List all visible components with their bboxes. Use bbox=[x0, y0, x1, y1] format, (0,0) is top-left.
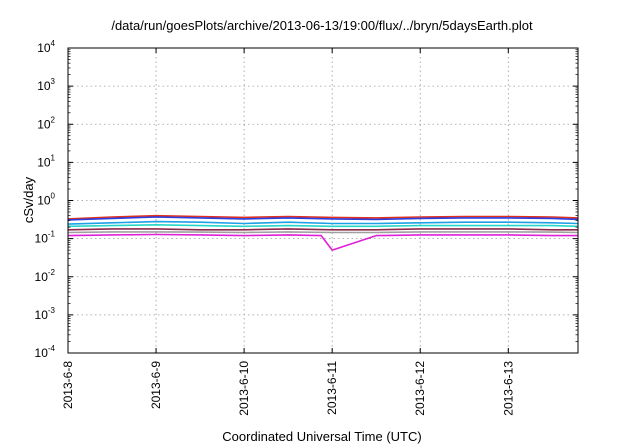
series-line-6 bbox=[67, 231, 579, 234]
y-tick-label: 10-2 bbox=[35, 268, 56, 284]
x-tick-label: 2013-6-10 bbox=[237, 361, 251, 416]
chart-title: /data/run/goesPlots/archive/2013-06-13/1… bbox=[111, 18, 533, 33]
x-axis-label: Coordinated Universal Time (UTC) bbox=[222, 429, 421, 444]
y-tick-label: 103 bbox=[37, 77, 55, 93]
series-line-3 bbox=[67, 220, 579, 225]
x-tick-label: 2013-6-12 bbox=[413, 361, 427, 416]
y-tick-label: 10-1 bbox=[35, 230, 56, 246]
y-tick-label: 100 bbox=[37, 192, 55, 208]
x-tick-label: 2013-6-11 bbox=[325, 361, 339, 415]
series-line-7 bbox=[67, 233, 578, 251]
series-line-2 bbox=[67, 216, 579, 221]
grid-lines bbox=[68, 48, 578, 353]
x-tick-label: 2013-6-9 bbox=[149, 361, 163, 409]
y-tick-label: 10-4 bbox=[35, 344, 56, 360]
y-tick-label: 102 bbox=[37, 115, 55, 131]
y-axis: 10-4 10-3 10-2 10-1 100 101 102 103 104 bbox=[35, 39, 578, 360]
series-line-5 bbox=[67, 228, 578, 231]
x-tick-label: 2013-6-8 bbox=[61, 361, 75, 409]
series-line-4 bbox=[67, 224, 579, 228]
y-tick-label: 101 bbox=[37, 153, 55, 169]
series-layer bbox=[67, 214, 579, 251]
x-axis: 2013-6-8 2013-6-9 2013-6-10 2013-6-11 2013-6… bbox=[61, 48, 515, 416]
y-tick-label: 10-3 bbox=[35, 306, 56, 322]
y-tick-label: 104 bbox=[37, 39, 55, 55]
y-axis-label: cSv/day bbox=[21, 176, 36, 223]
x-tick-label: 2013-6-13 bbox=[501, 361, 515, 416]
series-line-1 bbox=[67, 214, 579, 220]
